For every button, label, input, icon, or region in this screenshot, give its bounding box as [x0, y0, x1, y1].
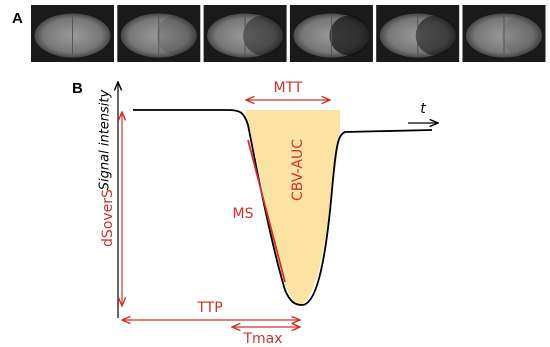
area — [245, 110, 340, 305]
ttp-label: TTP — [196, 300, 222, 316]
lesion — [243, 15, 284, 56]
slope-label: MS — [233, 206, 254, 222]
area-label: CBV-AUC — [290, 139, 306, 201]
y-axis-label: Signal intensity — [98, 89, 113, 190]
tmax-label: Tmax — [242, 331, 282, 347]
lesion — [156, 15, 197, 56]
lesion — [329, 15, 370, 56]
panel-label: A — [12, 10, 23, 27]
signal-curve — [133, 109, 433, 306]
panel-label: B — [72, 80, 83, 97]
drop-label: dSoverS — [100, 189, 116, 247]
time-label: t — [420, 101, 426, 117]
lesion — [502, 15, 542, 56]
mtt-label: MTT — [274, 80, 303, 96]
slope-line — [247, 139, 286, 283]
mri-images — [31, 5, 546, 62]
lesion — [415, 15, 456, 56]
